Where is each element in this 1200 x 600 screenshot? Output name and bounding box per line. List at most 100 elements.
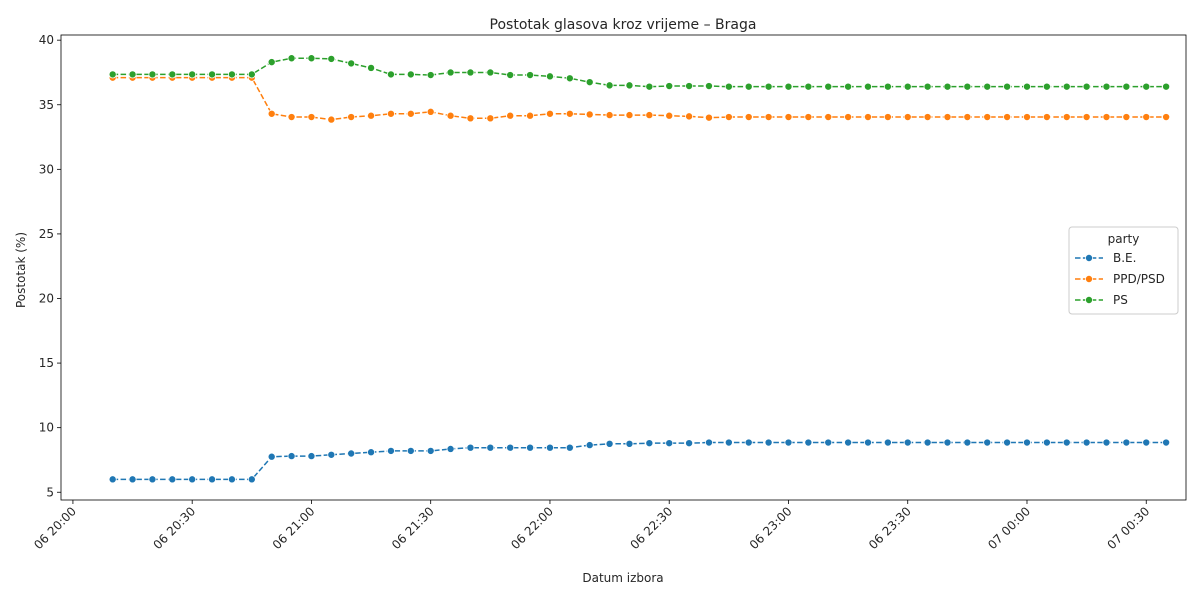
data-point <box>1003 438 1012 447</box>
data-point <box>903 438 912 447</box>
data-point <box>168 475 177 484</box>
y-tick-label: 20 <box>39 292 54 306</box>
data-point <box>247 70 256 79</box>
data-point <box>208 475 217 484</box>
data-point <box>585 110 594 119</box>
data-point <box>844 82 853 91</box>
data-point <box>983 82 992 91</box>
data-point <box>1122 438 1131 447</box>
x-tick-label: 06 23:00 <box>747 504 795 552</box>
data-point <box>724 82 733 91</box>
data-point <box>347 113 356 122</box>
data-point <box>506 71 515 80</box>
data-point <box>406 446 415 455</box>
x-tick-label: 06 22:00 <box>508 504 556 552</box>
legend-item: PS <box>1075 293 1128 307</box>
legend-box <box>1068 226 1179 315</box>
data-point <box>526 71 535 80</box>
data-point <box>625 439 634 448</box>
data-point <box>645 82 654 91</box>
data-point <box>923 113 932 122</box>
data-point <box>1102 113 1111 122</box>
data-point <box>386 446 395 455</box>
y-tick-label: 40 <box>39 33 54 47</box>
y-tick-label: 25 <box>39 227 54 241</box>
x-tick-label: 06 21:30 <box>389 504 437 552</box>
data-point <box>1003 82 1012 91</box>
data-point <box>367 63 376 72</box>
data-point <box>545 443 554 452</box>
data-point <box>148 70 157 79</box>
y-tick-label: 5 <box>46 485 54 499</box>
data-point <box>1022 113 1031 122</box>
y-axis-label: Postotak (%) <box>14 232 28 308</box>
data-point <box>307 452 316 461</box>
data-point <box>526 443 535 452</box>
data-point <box>267 452 276 461</box>
data-point <box>943 438 952 447</box>
legend-title: party <box>1108 232 1140 246</box>
series-line <box>112 441 1167 481</box>
data-point <box>466 114 475 123</box>
data-point <box>446 111 455 120</box>
data-point <box>327 450 336 459</box>
data-point <box>347 449 356 458</box>
data-point <box>506 443 515 452</box>
data-point <box>227 475 236 484</box>
data-point <box>744 113 753 122</box>
data-point <box>486 443 495 452</box>
data-point <box>983 113 992 122</box>
data-point <box>744 82 753 91</box>
data-point <box>665 439 674 448</box>
data-point <box>466 68 475 77</box>
data-point <box>367 111 376 120</box>
x-tick-label: 06 23:30 <box>866 504 914 552</box>
data-point <box>327 115 336 124</box>
data-point <box>267 109 276 118</box>
data-point <box>1042 82 1051 91</box>
data-point <box>128 475 137 484</box>
data-point <box>724 438 733 447</box>
data-point <box>943 82 952 91</box>
series-ps <box>108 54 1171 91</box>
data-point <box>1003 113 1012 122</box>
x-tick-label: 06 21:00 <box>270 504 318 552</box>
data-point <box>188 70 197 79</box>
data-point <box>665 111 674 120</box>
x-tick-label: 06 22:30 <box>627 504 675 552</box>
data-point <box>1062 113 1071 122</box>
data-point <box>208 70 217 79</box>
y-tick-label: 15 <box>39 356 54 370</box>
data-point <box>943 113 952 122</box>
data-point <box>1122 82 1131 91</box>
data-point <box>1042 438 1051 447</box>
data-point <box>426 71 435 80</box>
x-tick-label: 06 20:00 <box>31 504 79 552</box>
data-point <box>923 438 932 447</box>
data-point <box>1082 438 1091 447</box>
data-point <box>605 111 614 120</box>
data-point <box>923 82 932 91</box>
data-point <box>764 82 773 91</box>
data-point <box>903 113 912 122</box>
data-point <box>764 438 773 447</box>
data-point <box>287 113 296 122</box>
data-point <box>963 113 972 122</box>
data-point <box>506 111 515 120</box>
legend-item: B.E. <box>1075 251 1136 265</box>
data-point <box>863 113 872 122</box>
data-point <box>605 439 614 448</box>
data-point <box>545 72 554 81</box>
data-point <box>903 82 912 91</box>
data-point <box>188 475 197 484</box>
data-point <box>1142 82 1151 91</box>
x-tick-label: 07 00:30 <box>1105 504 1153 552</box>
data-point <box>486 68 495 77</box>
data-point <box>883 438 892 447</box>
data-point <box>963 82 972 91</box>
data-point <box>1142 438 1151 447</box>
x-tick-label: 06 20:30 <box>150 504 198 552</box>
data-point <box>605 81 614 90</box>
data-point <box>863 82 872 91</box>
data-point <box>426 107 435 116</box>
